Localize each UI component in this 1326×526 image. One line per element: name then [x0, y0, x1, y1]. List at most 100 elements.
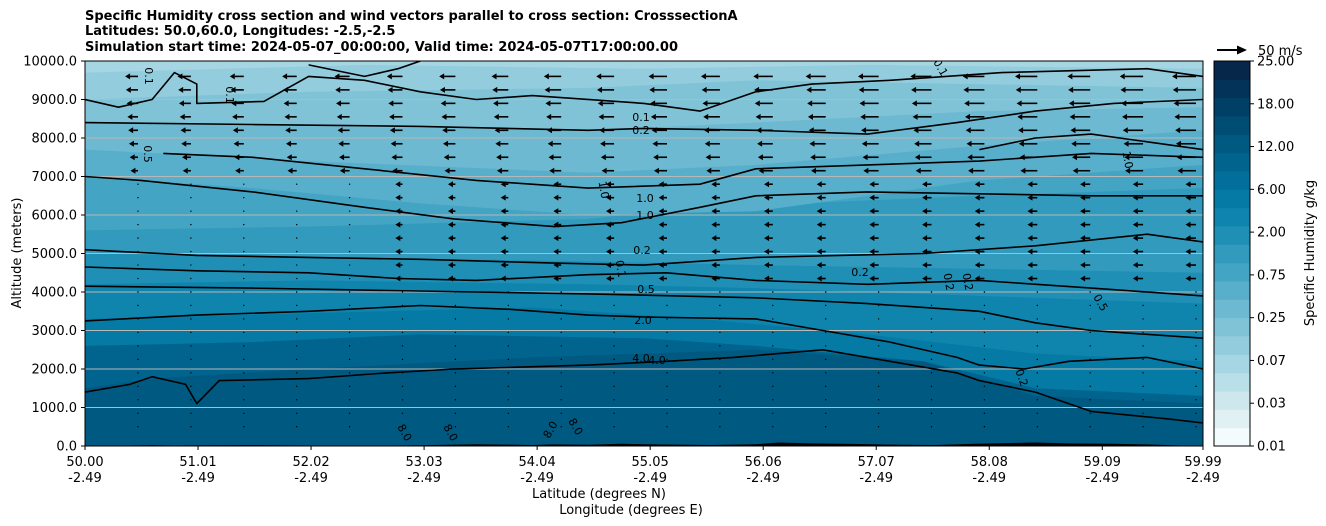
- wind-vector: [507, 385, 509, 388]
- contour-line-9: [85, 67, 1203, 112]
- wind-vector: [772, 412, 774, 414]
- wind-vector: [454, 412, 457, 414]
- wind-vector: [243, 237, 245, 239]
- wind-vector: [869, 181, 879, 188]
- wind-vector: [190, 385, 192, 388]
- wind-vector: [930, 318, 933, 320]
- wind-vector: [190, 277, 192, 280]
- wind-vector: [286, 154, 297, 161]
- wind-vector: [613, 412, 615, 414]
- wind-vector: [243, 358, 245, 361]
- wind-vector: [282, 73, 297, 80]
- wind-vector: [137, 196, 139, 199]
- wind-vector: [1036, 372, 1039, 374]
- wind-vector: [395, 181, 403, 188]
- wind-vector: [560, 412, 562, 414]
- wind-vector: [1089, 426, 1091, 428]
- wind-vector: [440, 100, 456, 107]
- colorbar-band-10: [1214, 244, 1250, 264]
- colorbar-band-2: [1214, 391, 1250, 410]
- y-tick-label-8: 8000.0: [32, 132, 78, 147]
- terrain-silhouette: [85, 442, 1203, 446]
- wind-vector: [756, 127, 773, 134]
- wind-vector: [507, 399, 509, 401]
- colorbar-band-20: [1214, 61, 1250, 80]
- wind-vector: [666, 372, 668, 374]
- wind-vector: [560, 385, 562, 388]
- wind-vector: [1142, 318, 1144, 320]
- wind-vector: [137, 183, 139, 185]
- wind-vector: [974, 194, 985, 201]
- wind-vector: [719, 385, 721, 388]
- y-tick-label-9: 9000.0: [32, 93, 78, 108]
- wind-vector: [964, 113, 985, 120]
- wind-vector: [560, 291, 562, 293]
- wind-vector: [983, 331, 986, 334]
- wind-vector: [296, 331, 298, 334]
- wind-vector: [190, 183, 192, 185]
- wind-vector: [964, 100, 985, 107]
- contour-label-13: 2.0: [634, 314, 652, 327]
- wind-vector: [190, 304, 192, 307]
- wind-vector: [755, 113, 773, 120]
- wind-vector: [401, 318, 404, 320]
- wind-vector: [1175, 140, 1196, 147]
- contour-label-11: 0.1: [632, 111, 650, 124]
- wind-vector: [1172, 86, 1196, 93]
- wind-vector: [1080, 235, 1091, 242]
- wind-vector: [983, 291, 986, 293]
- wind-vector: [500, 275, 509, 282]
- wind-vector: [500, 181, 509, 188]
- wind-vector: [652, 140, 667, 147]
- wind-vector: [1027, 248, 1038, 255]
- wind-vector: [666, 304, 668, 307]
- wind-vector: [1072, 167, 1091, 174]
- y-axis-label: Altitude (meters): [10, 198, 25, 309]
- wind-vector: [137, 237, 139, 239]
- wind-vector: [190, 399, 192, 401]
- wind-vector: [1020, 167, 1038, 174]
- wind-vector: [653, 154, 667, 161]
- wind-vector: [913, 127, 932, 134]
- x-tick-label-lon-8: -2.49: [972, 471, 1006, 486]
- wind-vector: [496, 167, 509, 174]
- colorbar-band-18: [1214, 97, 1250, 117]
- wind-vector: [962, 73, 985, 80]
- wind-vector: [560, 426, 562, 428]
- wind-vector: [963, 86, 985, 93]
- wind-vector: [658, 221, 667, 228]
- wind-vector: [700, 73, 720, 80]
- wind-vector: [1036, 291, 1039, 293]
- wind-vector: [606, 248, 615, 255]
- wind-vector: [234, 154, 244, 161]
- wind-vector: [974, 275, 985, 282]
- wind-vector: [772, 426, 774, 428]
- wind-vector: [825, 291, 827, 293]
- wind-vector: [243, 345, 245, 347]
- wind-vector: [1177, 167, 1196, 174]
- wind-vector: [869, 262, 879, 269]
- wind-vector: [816, 235, 826, 242]
- colorbar-tick-label-8: 18.00: [1257, 97, 1294, 112]
- wind-vector: [613, 399, 615, 401]
- wind-vector: [983, 358, 986, 361]
- wind-vector: [1185, 248, 1196, 255]
- wind-vector: [1122, 127, 1144, 134]
- wind-vector: [596, 73, 615, 80]
- wind-vector: [507, 318, 509, 320]
- wind-vector: [711, 275, 720, 282]
- colorbar-band-6: [1214, 317, 1250, 337]
- grid-lines: [85, 99, 1203, 408]
- wind-vector: [395, 275, 403, 282]
- wind-vector: [232, 113, 244, 120]
- contour-label-5: 0.2: [632, 124, 650, 137]
- wind-vector: [137, 291, 139, 293]
- y-tick-label-10: 10000.0: [23, 55, 77, 70]
- wind-vector: [296, 264, 298, 266]
- x-tick-label-lon-1: -2.49: [181, 471, 215, 486]
- wind-vector: [983, 412, 986, 414]
- wind-vector: [1080, 275, 1091, 282]
- wind-vector: [190, 358, 192, 361]
- wind-vector: [190, 426, 192, 428]
- wind-vector: [877, 412, 880, 414]
